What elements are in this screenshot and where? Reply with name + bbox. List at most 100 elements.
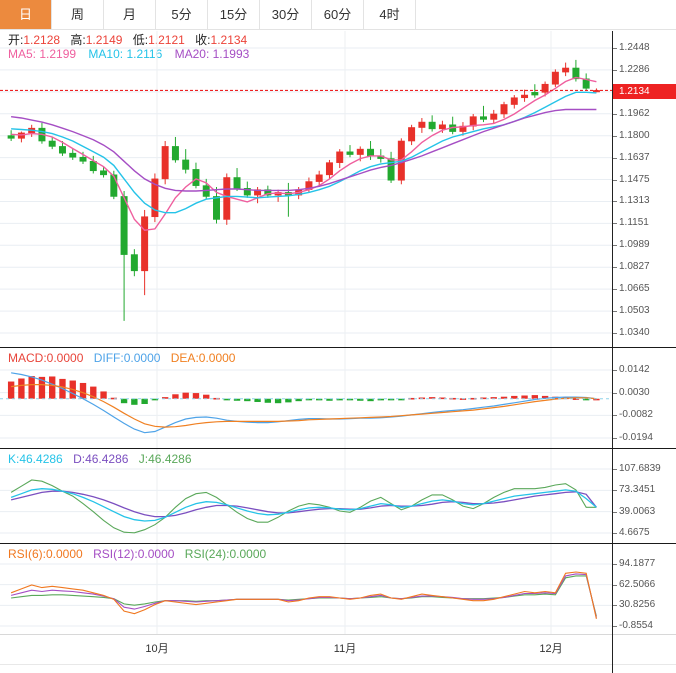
axis-tick (613, 469, 617, 470)
axis-tick (613, 415, 617, 417)
axis-tick (613, 605, 617, 607)
axis-tick (613, 564, 617, 565)
macd-plot-area[interactable] (0, 348, 612, 448)
axis-label: 1.2448 (619, 42, 650, 53)
axis-tick (613, 533, 617, 534)
ma10-value: 1.2116 (126, 47, 163, 61)
open-label: 开: (8, 33, 24, 47)
axis-tick (613, 135, 617, 137)
rsi24-title: RSI(24):0.0000 (184, 547, 267, 561)
time-axis-label-2: 12月 (539, 643, 563, 655)
diff-title: DIFF:0.0000 (93, 351, 161, 365)
kdj-panel: K:46.4286 D:46.4286 J:46.4286 107.6839 73… (0, 449, 676, 543)
rsi12-title: RSI(12):0.0000 (93, 547, 175, 561)
axis-tick (613, 48, 617, 49)
price-axis-highlight-label: 1.2134 (613, 84, 676, 100)
timeframe-tab-1[interactable]: 周 (52, 0, 104, 29)
axis-label: 94.1877 (619, 558, 656, 569)
axis-tick (613, 584, 617, 586)
axis-label: 1.0340 (619, 327, 650, 338)
close-value: 1.2134 (210, 33, 248, 47)
axis-tick (613, 511, 617, 513)
ma10-label: MA10: (88, 47, 124, 61)
axis-label: 1.1475 (619, 173, 650, 185)
macd-panel: MACD:0.0000 DIFF:0.0000 DEA:0.0000 0.014… (0, 348, 676, 448)
price-plot-area[interactable] (0, 31, 612, 347)
high-value: 1.2149 (85, 33, 123, 47)
axis-label: 39.0063 (619, 505, 656, 517)
axis-label: 1.2286 (619, 63, 650, 75)
axis-label: 1.0827 (619, 261, 650, 273)
axis-tick (613, 113, 617, 115)
rsi-plot-area[interactable] (0, 544, 612, 634)
panel-separator-2 (0, 448, 676, 449)
axis-label: 107.6839 (619, 463, 661, 474)
axis-label: 1.1637 (619, 151, 650, 163)
dea-title: DEA:0.0000 (170, 351, 236, 365)
axis-label: 1.1151 (619, 217, 649, 229)
axis-label: 1.1800 (619, 129, 650, 141)
timeframe-tab-2[interactable]: 月 (104, 0, 156, 29)
axis-tick (613, 179, 617, 181)
axis-label: 73.3451 (619, 484, 656, 496)
open-value: 1.2128 (23, 33, 61, 47)
kdj-j-title: J:46.4286 (138, 452, 192, 466)
timeframe-tab-0[interactable]: 日 (0, 0, 52, 29)
axis-label: 1.0665 (619, 283, 650, 295)
axis-tick (613, 438, 617, 439)
price-chart-panel: 1.2448 1.2286 1.2134 1.1962 1.1800 1.1637 1.14… (0, 31, 676, 347)
axis-tick (613, 311, 617, 313)
panel-separator-3 (0, 543, 676, 544)
ma-row: MA5: 1.2199 MA10: 1.2116 MA20: 1.1993 (8, 47, 612, 61)
macd-title: MACD:0.0000 (8, 351, 84, 365)
low-label: 低: (132, 33, 149, 47)
axis-label: 0.0030 (619, 386, 650, 398)
axis-label: 4.6675 (619, 527, 650, 538)
axis-label: 62.5066 (619, 578, 656, 590)
ma5-label: MA5: (8, 47, 37, 61)
axis-tick (613, 370, 617, 371)
kdj-header: K:46.4286 D:46.4286 J:46.4286 (8, 452, 192, 466)
axis-tick (613, 69, 617, 71)
axis-label: 30.8256 (619, 599, 656, 611)
axis-label: 1.1313 (619, 195, 650, 207)
axis-tick (613, 201, 617, 203)
axis-tick (613, 333, 617, 334)
ma20-value: 1.1993 (212, 47, 250, 61)
axis-tick (613, 626, 617, 627)
quote-info: 开:1.2128 高:1.2149 低:1.2121 收:1.2134 MA5:… (0, 30, 612, 62)
timeframe-tab-4[interactable]: 15分 (208, 0, 260, 29)
axis-tick (613, 392, 617, 394)
axis-label: -0.8554 (619, 620, 653, 631)
timeframe-tab-3[interactable]: 5分 (156, 0, 208, 29)
kdj-k-title: K:46.4286 (8, 452, 63, 466)
rsi-header: RSI(6):0.0000 RSI(12):0.0000 RSI(24):0.0… (8, 547, 266, 561)
macd-header: MACD:0.0000 DIFF:0.0000 DEA:0.0000 (8, 351, 235, 365)
close-label: 收: (195, 33, 211, 47)
axis-label: 1.1962 (619, 107, 650, 119)
timeframe-tab-7[interactable]: 4时 (364, 0, 416, 29)
time-axis: 10月 11月 12月 (0, 634, 676, 673)
timeframe-tab-5[interactable]: 30分 (260, 0, 312, 29)
ma20-label: MA20: (174, 47, 210, 61)
axis-tick (613, 490, 617, 492)
ohlc-row: 开:1.2128 高:1.2149 低:1.2121 收:1.2134 (8, 33, 612, 47)
axis-label: -0.0082 (619, 409, 653, 421)
ma5-value: 1.2199 (39, 47, 77, 61)
rsi-axis: 94.1877 62.5066 30.8256 -0.8554 (612, 544, 676, 634)
axis-tick (613, 245, 617, 247)
axis-label: -0.0194 (619, 432, 653, 443)
timeframe-tabbar: 日周月 5分 15分 30分 60分 4时 (0, 0, 676, 30)
axis-tick (613, 289, 617, 291)
axis-label: 0.0142 (619, 364, 650, 375)
high-label: 高: (70, 33, 86, 47)
timeframe-tab-6[interactable]: 60分 (312, 0, 364, 29)
time-axis-label-0: 10月 (145, 643, 169, 655)
axis-tick (613, 267, 617, 269)
axis-tick (613, 157, 617, 159)
rsi-panel: RSI(6):0.0000 RSI(12):0.0000 RSI(24):0.0… (0, 544, 676, 634)
kdj-plot-area[interactable] (0, 449, 612, 543)
price-axis: 1.2448 1.2286 1.2134 1.1962 1.1800 1.1637 1.14… (612, 31, 676, 347)
time-axis-label-1: 11月 (333, 643, 357, 655)
